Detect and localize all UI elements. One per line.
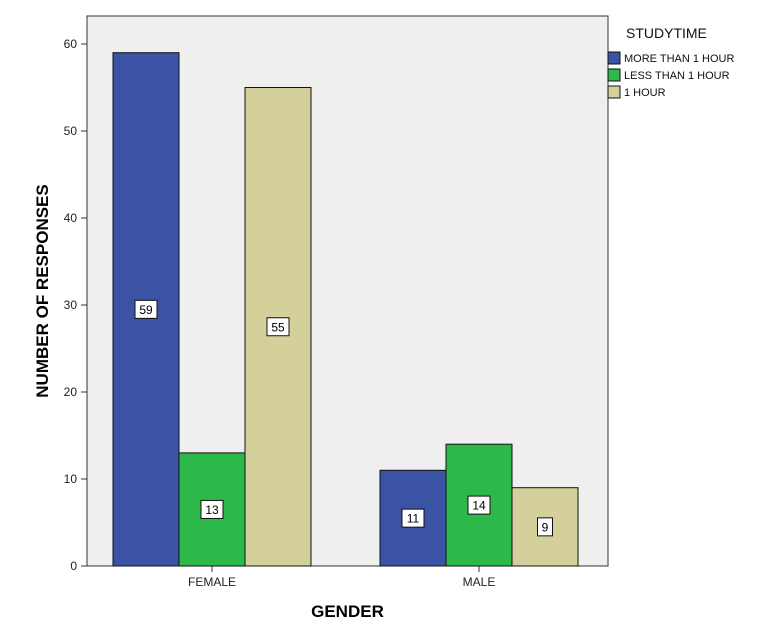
legend-swatch xyxy=(607,51,621,65)
data-label: 14 xyxy=(472,499,486,513)
y-axis: 0 10 20 30 40 50 60 xyxy=(64,37,87,573)
y-tick-label: 0 xyxy=(70,559,77,573)
data-label: 55 xyxy=(271,320,285,334)
y-tick-label: 60 xyxy=(64,37,78,51)
x-axis-title: GENDER xyxy=(311,602,384,621)
y-tick-label: 30 xyxy=(64,298,78,312)
legend-swatch xyxy=(607,68,621,82)
legend-label: MORE THAN 1 HOUR xyxy=(624,53,734,65)
y-axis-title: NUMBER OF RESPONSES xyxy=(33,184,52,397)
y-tick-label: 50 xyxy=(64,124,78,138)
data-label: 11 xyxy=(407,512,420,526)
legend-label: LESS THAN 1 HOUR xyxy=(624,70,730,82)
data-label-box xyxy=(401,508,425,528)
bar xyxy=(379,469,447,567)
x-axis: FEMALE MALE xyxy=(188,566,495,589)
data-label-box xyxy=(467,495,491,515)
legend-title: STUDYTIME xyxy=(626,25,707,41)
data-label: 59 xyxy=(139,303,153,317)
y-tick-label: 20 xyxy=(64,385,78,399)
y-tick-label: 10 xyxy=(64,472,78,486)
legend-swatch xyxy=(607,85,621,99)
x-tick-label: MALE xyxy=(463,575,496,589)
data-label-box xyxy=(266,317,290,337)
legend-label: 1 HOUR xyxy=(624,87,666,99)
y-tick-label: 40 xyxy=(64,211,78,225)
data-labels-group: 59 13 55 11 14 9 xyxy=(134,299,553,537)
data-label-box xyxy=(200,499,224,519)
data-label-box xyxy=(134,299,158,319)
data-label: 9 xyxy=(542,520,549,534)
data-label: 13 xyxy=(205,503,219,517)
legend: STUDYTIME MORE THAN 1 HOUR LESS THAN 1 HO… xyxy=(607,25,734,99)
data-label-box xyxy=(537,517,553,537)
x-tick-label: FEMALE xyxy=(188,575,236,589)
